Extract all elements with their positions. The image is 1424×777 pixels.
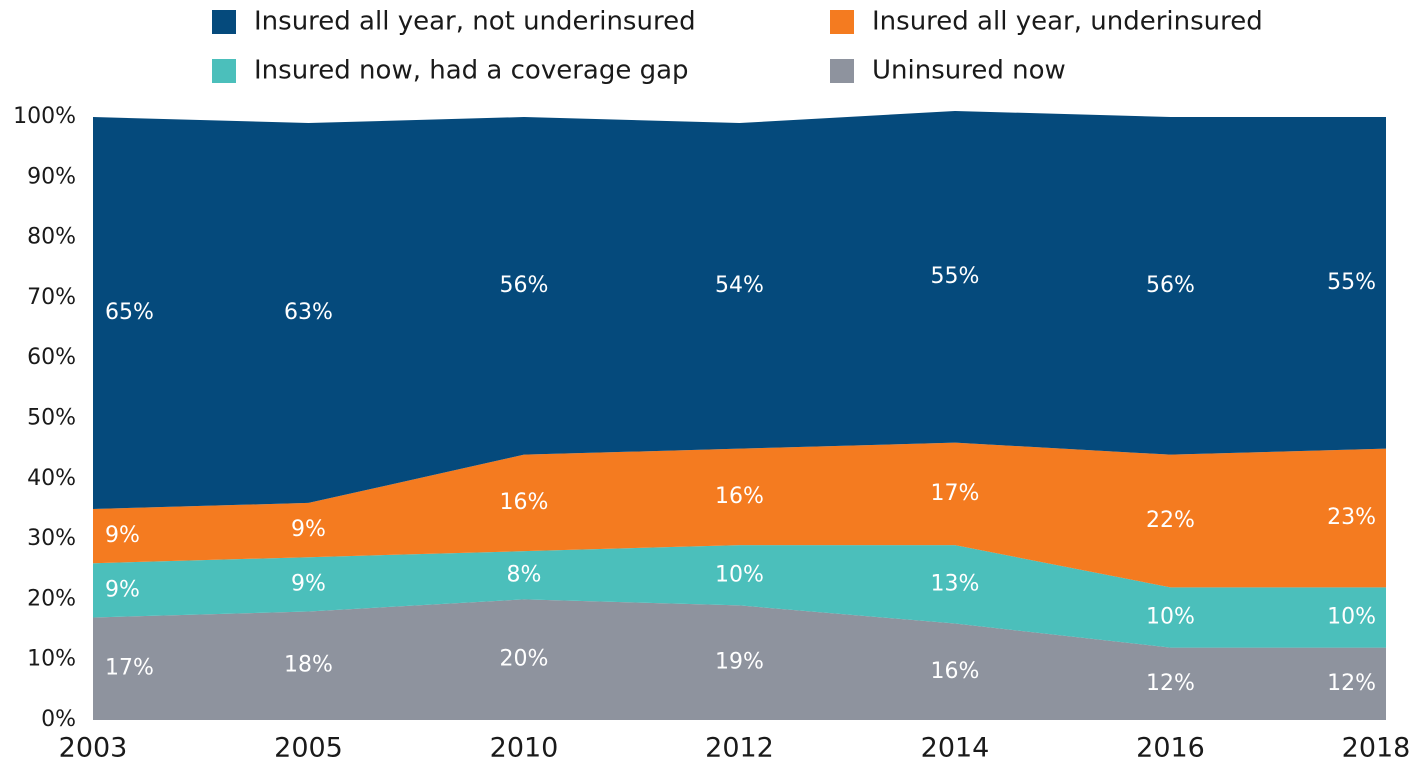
value-label: 55% [931,264,980,289]
legend-swatch [830,10,854,34]
x-tick-label: 2005 [274,733,343,764]
area [93,545,1386,648]
value-label: 16% [931,659,980,684]
value-label: 22% [1146,508,1195,533]
area [93,599,1386,720]
value-label: 16% [500,490,549,515]
legend-swatch [212,59,236,83]
legend-label: Insured now, had a coverage gap [254,56,689,86]
value-label: 56% [1146,273,1195,298]
value-label: 9% [291,517,326,542]
value-label: 65% [105,300,154,325]
value-label: 13% [931,571,980,596]
y-tick-label: 40% [27,466,76,491]
value-label: 17% [931,481,980,506]
y-tick-label: 20% [27,586,76,611]
value-label: 9% [105,577,140,602]
x-tick-label: 2014 [921,733,990,764]
y-tick-label: 100% [13,104,76,129]
value-label: 63% [284,300,333,325]
legend-label: Insured all year, not underinsured [254,7,696,37]
value-label: 18% [284,653,333,678]
area [93,442,1386,588]
value-label: 12% [1146,671,1195,696]
area [93,110,1386,509]
legend-swatch [212,10,236,34]
value-label: 19% [715,650,764,675]
value-label: 12% [1327,671,1376,696]
value-label: 10% [1327,604,1376,629]
y-tick-label: 50% [27,406,76,431]
x-tick-label: 2016 [1136,733,1205,764]
y-tick-label: 30% [27,526,76,551]
value-label: 10% [715,562,764,587]
value-label: 20% [500,647,549,672]
x-tick-label: 2018 [1342,733,1411,764]
value-label: 23% [1327,505,1376,530]
value-label: 54% [715,273,764,298]
legend-swatch [830,59,854,83]
y-tick-label: 80% [27,225,76,250]
value-label: 9% [291,571,326,596]
value-label: 55% [1327,270,1376,295]
legend-label: Uninsured now [872,56,1066,86]
value-label: 56% [500,273,549,298]
y-tick-label: 10% [27,647,76,672]
value-label: 16% [715,484,764,509]
y-tick-label: 0% [41,707,76,732]
x-tick-label: 2003 [59,733,128,764]
value-label: 10% [1146,604,1195,629]
y-tick-label: 60% [27,345,76,370]
x-tick-label: 2012 [705,733,774,764]
value-label: 17% [105,656,154,681]
y-tick-label: 90% [27,164,76,189]
value-label: 8% [507,562,542,587]
x-tick-label: 2010 [490,733,559,764]
value-label: 9% [105,523,140,548]
y-tick-label: 70% [27,285,76,310]
legend-label: Insured all year, underinsured [872,7,1263,37]
